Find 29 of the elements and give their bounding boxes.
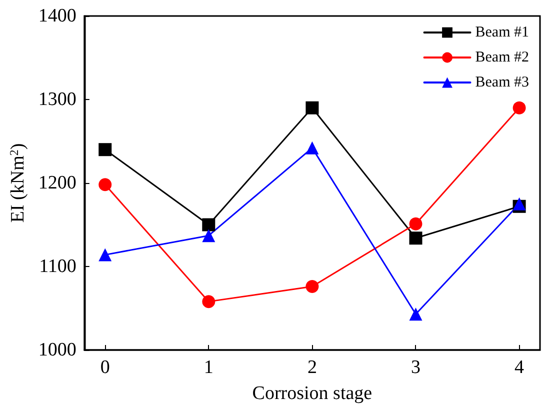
point: [306, 280, 319, 294]
y-tick-label: 1000: [38, 340, 76, 360]
point: [512, 101, 526, 114]
point: [98, 248, 112, 262]
point: [409, 232, 422, 245]
x-tick-label: 2: [307, 357, 317, 378]
x-tick-label: 4: [514, 357, 525, 378]
point: [202, 295, 216, 308]
legend-label: Beam #1: [475, 24, 530, 40]
point: [98, 178, 112, 192]
point: [98, 143, 112, 156]
x-tick-label: 1: [204, 357, 214, 378]
point: [409, 217, 422, 230]
point: [409, 308, 422, 321]
y-tick-label: 1200: [38, 172, 76, 194]
point: [512, 197, 526, 210]
y-axis-title: EI (kNm2): [7, 143, 28, 223]
y-tick-label: 1300: [38, 89, 76, 110]
x-tick-label: 0: [100, 357, 110, 378]
point: [306, 141, 319, 154]
point: [202, 229, 216, 242]
y-tick-label: 1400: [38, 6, 76, 26]
x-tick-label: 3: [410, 357, 420, 378]
point: [202, 218, 216, 232]
legend-label: Beam #2: [475, 50, 530, 66]
legend-label: Beam #3: [475, 74, 530, 90]
x-axis-title: Corrosion stage: [252, 383, 372, 404]
y-tick-label: 1100: [39, 256, 76, 277]
point: [306, 101, 319, 114]
